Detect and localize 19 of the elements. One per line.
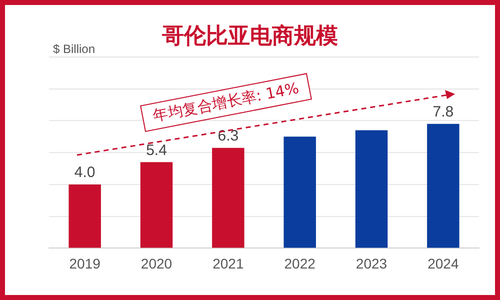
data-label: 6.3: [218, 127, 239, 144]
chart-title: 哥伦比亚电商规模: [162, 24, 338, 49]
bar: [68, 184, 101, 248]
bar: [140, 162, 173, 248]
x-tick-label: 2024: [428, 255, 459, 272]
bar: [355, 130, 388, 248]
x-tick-label: 2022: [284, 255, 316, 272]
data-label: 7.8: [432, 104, 454, 121]
data-label: 4.0: [74, 164, 96, 182]
annotation: 年均复合增长率: 14%: [152, 79, 300, 125]
y-axis-title: $ Billion: [53, 42, 96, 56]
bar: [427, 124, 460, 248]
bar: [284, 136, 316, 248]
x-tick-label: 2020: [140, 255, 172, 272]
x-tick-label: 2023: [356, 255, 388, 272]
x-tick-label: 2019: [69, 255, 101, 272]
data-label: 5.4: [146, 142, 167, 159]
x-tick-label: 2021: [212, 255, 244, 272]
bar: [212, 148, 244, 248]
